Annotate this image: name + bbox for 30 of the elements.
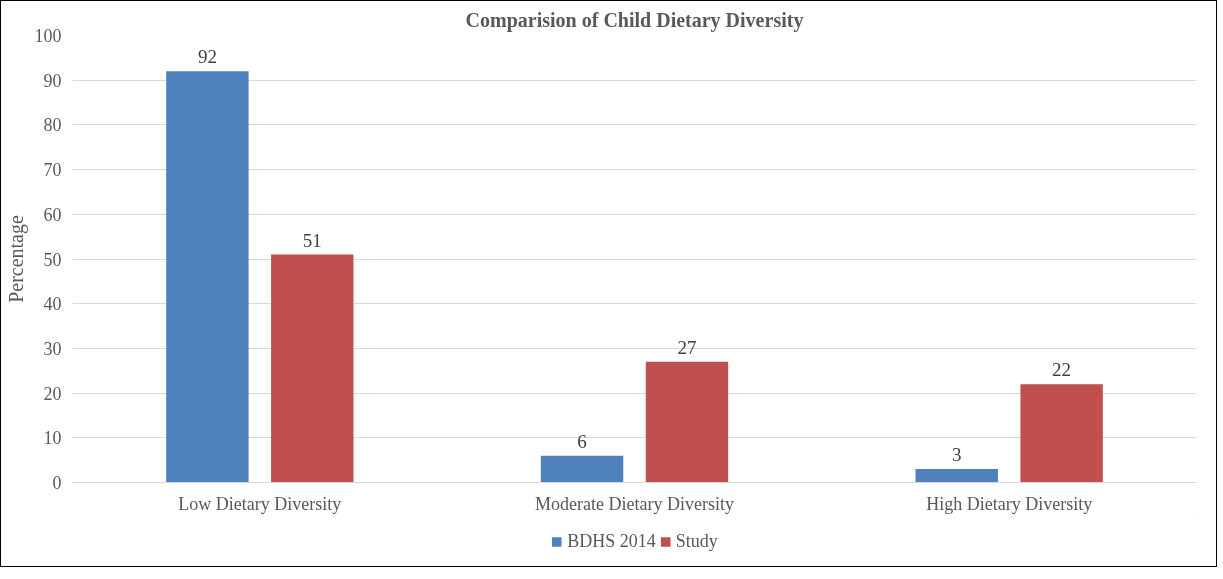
bar bbox=[540, 455, 624, 483]
legend-label: Study bbox=[675, 530, 718, 552]
y-tick-label: 90 bbox=[43, 70, 62, 91]
y-tick-label: 0 bbox=[52, 473, 62, 493]
bar bbox=[166, 71, 249, 483]
bar bbox=[1020, 384, 1103, 483]
data-label: 22 bbox=[1052, 359, 1072, 381]
y-tick-label: 40 bbox=[43, 294, 62, 315]
y-tick-label: 30 bbox=[43, 338, 62, 359]
data-label: 6 bbox=[577, 430, 587, 452]
y-tick-label: 100 bbox=[34, 26, 62, 46]
x-tick-label: Low Dietary Diversity bbox=[178, 493, 342, 514]
data-label: 27 bbox=[677, 336, 697, 358]
y-tick-label: 10 bbox=[43, 428, 62, 449]
bar bbox=[645, 361, 729, 483]
y-tick-label: 80 bbox=[43, 115, 62, 136]
legend-label: BDHS 2014 bbox=[567, 530, 656, 552]
y-axis-title: Percentage bbox=[4, 215, 28, 303]
bar bbox=[915, 469, 998, 483]
bar bbox=[271, 254, 354, 483]
chart-title: Comparision of Child Dietary Diversity bbox=[465, 8, 804, 32]
y-tick-label: 70 bbox=[43, 160, 62, 181]
y-tick-label: 50 bbox=[43, 249, 62, 270]
y-tick-label: 60 bbox=[43, 204, 62, 225]
data-label: 92 bbox=[197, 46, 217, 68]
data-label: 3 bbox=[951, 444, 962, 466]
x-tick-label: Moderate Dietary Diversity bbox=[535, 493, 734, 514]
x-tick-label: High Dietary Diversity bbox=[926, 493, 1093, 514]
data-label: 51 bbox=[302, 229, 322, 251]
y-tick-label: 20 bbox=[43, 383, 62, 404]
